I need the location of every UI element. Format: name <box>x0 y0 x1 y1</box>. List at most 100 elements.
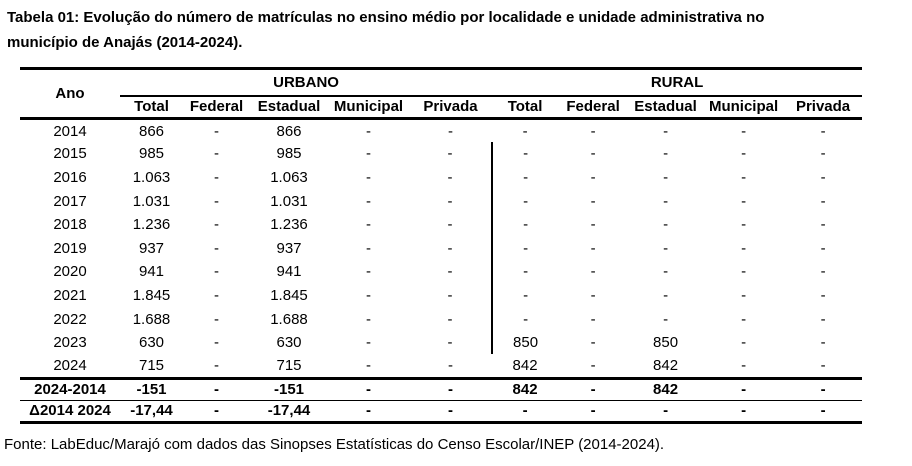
value-cell: - <box>590 192 596 210</box>
table-row-2019: 2019 937 - 937 - - - - - - - <box>20 236 862 261</box>
value-cell: 937 <box>138 239 165 257</box>
summary-label-cell: Δ2014 2024 <box>20 399 120 424</box>
table-row-2020: 2020 941 - 941 - - - - - - - <box>20 260 862 284</box>
year-column-header: Ano <box>20 67 120 120</box>
value-cell: - <box>590 239 596 257</box>
year-cell: 2021 <box>53 286 87 304</box>
value-cell: - <box>820 192 826 210</box>
summary-value-cell: - <box>183 376 250 401</box>
value-cell: 850 <box>491 330 559 355</box>
summary-value-cell: - <box>328 376 409 401</box>
value-cell: - <box>663 192 669 210</box>
value-cell: - <box>491 142 559 166</box>
value-cell: - <box>214 263 219 281</box>
summary-value-cell: -151 <box>120 376 183 401</box>
value-cell: - <box>491 212 559 237</box>
value-cell: - <box>366 356 371 374</box>
value-cell: - <box>214 122 219 140</box>
value-cell: - <box>820 168 826 186</box>
value-cell: - <box>590 334 596 352</box>
value-cell: 985 <box>276 145 302 163</box>
value-cell: - <box>741 310 747 328</box>
value-cell: - <box>214 239 219 257</box>
value-cell: - <box>741 356 747 374</box>
table-row-2017: 2017 1.031 - 1.031 - - - - - - - <box>20 189 862 213</box>
value-cell: - <box>820 334 826 352</box>
value-cell: - <box>366 122 371 140</box>
sub-header-row: Total Federal Estadual Municipal Privada Tota… <box>20 95 863 120</box>
value-cell: 1.031 <box>270 192 308 210</box>
table-row-2021: 2021 1.845 - 1.845 - - - - - - - <box>20 283 862 308</box>
value-cell: - <box>447 239 453 257</box>
value-cell: - <box>663 145 669 163</box>
value-cell: 1.236 <box>270 216 308 234</box>
summary-value-cell: -17,44 <box>250 399 328 424</box>
value-cell: 1.236 <box>132 216 171 234</box>
year-cell: 2016 <box>53 168 87 186</box>
summary-value-cell: - <box>558 376 629 401</box>
value-cell: 941 <box>276 263 302 281</box>
value-cell: - <box>820 239 826 257</box>
value-cell: - <box>491 307 559 331</box>
value-cell: - <box>447 168 453 186</box>
value-cell: - <box>366 263 371 281</box>
table-row-2018: 2018 1.236 - 1.236 - - - - - - - <box>20 212 862 237</box>
summary-value-cell: -151 <box>250 376 328 401</box>
value-cell: - <box>366 192 371 210</box>
value-cell: - <box>214 192 219 210</box>
value-cell: 1.031 <box>132 192 171 210</box>
value-cell: 715 <box>276 356 302 374</box>
value-cell: - <box>491 165 559 190</box>
value-cell: - <box>590 145 596 163</box>
value-cell: - <box>820 122 826 140</box>
value-cell: - <box>447 263 453 281</box>
summary-value-cell: - <box>328 399 409 424</box>
value-cell: - <box>366 239 371 257</box>
value-cell: - <box>741 216 747 234</box>
value-cell: - <box>448 356 454 374</box>
value-cell: - <box>741 263 747 281</box>
value-cell: - <box>663 122 669 140</box>
value-cell: - <box>741 286 747 304</box>
summary-value-cell: - <box>409 399 493 424</box>
value-cell: - <box>741 145 747 163</box>
table-title: Tabela 01: Evolução do número de matrícu… <box>7 5 764 55</box>
value-cell: - <box>214 310 219 328</box>
value-cell: - <box>663 310 669 328</box>
column-header-rural-estadual: Estadual <box>628 95 704 120</box>
value-cell: - <box>491 189 559 213</box>
column-header-rural-privada: Privada <box>784 95 863 120</box>
value-cell: - <box>663 263 669 281</box>
value-cell: - <box>447 145 453 163</box>
year-cell: 2024 <box>53 356 87 374</box>
summary-value-cell: - <box>409 376 493 401</box>
value-cell: - <box>448 122 454 140</box>
value-cell: - <box>214 216 219 234</box>
value-cell: - <box>590 356 596 374</box>
value-cell: - <box>590 168 596 186</box>
summary-value-cell: - <box>703 376 785 401</box>
column-header-urbano-municipal: Municipal <box>328 95 409 120</box>
value-cell: 985 <box>138 145 165 163</box>
value-cell: - <box>820 263 826 281</box>
value-cell: - <box>590 286 596 304</box>
column-header-rural-municipal: Municipal <box>703 95 785 120</box>
value-cell: 1.063 <box>270 168 308 186</box>
value-cell: - <box>820 356 826 374</box>
value-cell: 1.063 <box>132 168 171 186</box>
value-cell: - <box>214 334 219 352</box>
table-row-2014: 2014 866 - 866 - - - - - - - <box>20 119 862 143</box>
value-cell: 630 <box>138 334 165 352</box>
year-cell: 2018 <box>53 216 87 234</box>
column-header-urbano-federal: Federal <box>183 95 250 120</box>
value-cell: 630 <box>276 334 302 352</box>
group-header-row: Ano URBANO RURAL <box>20 67 863 120</box>
value-cell: 937 <box>276 239 302 257</box>
value-cell: - <box>491 260 559 284</box>
value-cell: - <box>491 283 559 308</box>
value-cell: - <box>447 216 453 234</box>
table-row-2023: 2023 630 - 630 - - 850 - 850 - - <box>20 330 862 355</box>
value-cell: - <box>366 334 371 352</box>
value-cell: - <box>590 122 596 140</box>
summary-value-cell: - <box>492 399 559 424</box>
